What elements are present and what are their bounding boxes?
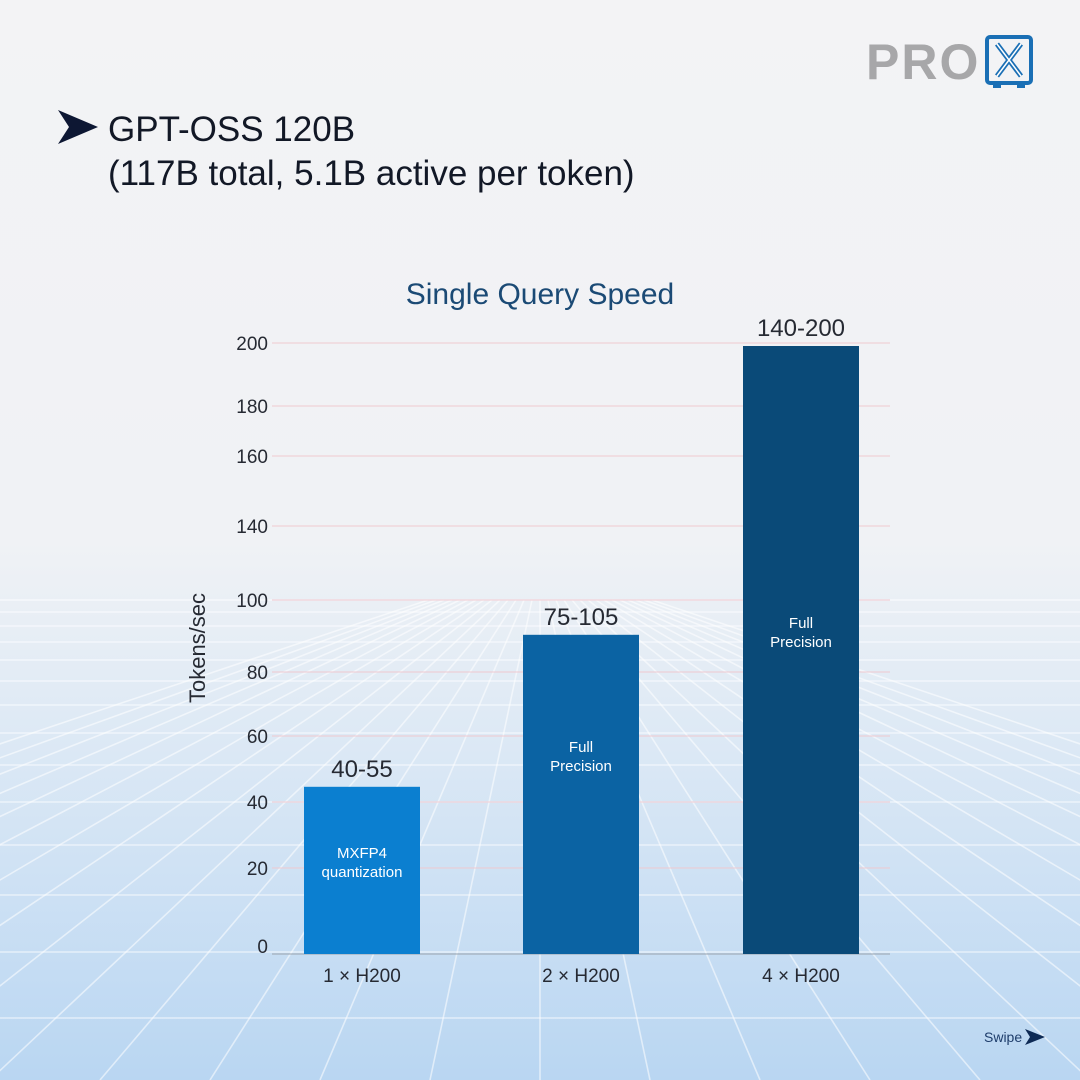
bar-annotation: Full [789, 615, 813, 632]
bg-grid-line [651, 599, 1080, 745]
bg-grid-line [0, 599, 437, 759]
bg-grid-line [0, 599, 501, 1072]
title-line-1: GPT-OSS 120B [108, 110, 356, 149]
bg-grid-line [0, 599, 469, 846]
bar-value-label: 40-55 [331, 756, 392, 783]
logo-x-mark-icon [985, 35, 1034, 88]
bg-grid-line [587, 599, 1080, 987]
brand-logo: PRO [866, 32, 1034, 92]
x-category-label: 2 × H200 [542, 966, 620, 987]
x-category-label: 4 × H200 [762, 966, 840, 987]
y-tick-label: 140 [236, 517, 268, 538]
y-axis-ticks: 0 20 40 60 80 100 140 160 180 200 [236, 334, 268, 958]
bar-value-label: 140-200 [757, 315, 845, 342]
bar [743, 346, 859, 954]
chevron-arrow-icon [58, 110, 98, 144]
bg-grid-line [429, 599, 533, 1080]
swipe-label: Swipe [984, 1029, 1023, 1045]
swipe-hint[interactable]: Swipe [984, 1029, 1046, 1045]
page-title: GPT-OSS 120B (117B total, 5.1B active pe… [108, 108, 808, 196]
bg-grid-line [603, 599, 1080, 881]
y-tick-label: 200 [236, 334, 268, 355]
y-tick-label: 80 [247, 663, 268, 684]
bars: 40-55 MXFP4 quantization 75-105 Full Precisio… [304, 315, 859, 954]
y-tick-label: 180 [236, 397, 268, 418]
y-tick-label: 60 [247, 727, 268, 748]
bg-grid-line [0, 599, 429, 745]
bar-annotation: quantization [322, 864, 403, 881]
x-axis-categories: 1 × H200 2 × H200 4 × H200 [323, 966, 840, 987]
x-category-label: 1 × H200 [323, 966, 401, 987]
bg-grid-line [0, 599, 453, 795]
bar-annotation: Full [569, 739, 593, 756]
bg-grid-line [0, 599, 445, 775]
bar-annotation: Precision [550, 758, 612, 775]
y-tick-label: 100 [236, 591, 268, 612]
logo-text: PRO [866, 34, 981, 90]
arrow-right-icon [1025, 1029, 1046, 1045]
bar [304, 786, 420, 954]
bar [523, 634, 639, 954]
title-line-2: (117B total, 5.1B active per token) [108, 154, 635, 193]
y-tick-label: 0 [257, 937, 268, 958]
y-axis-title: Tokens/sec [185, 593, 210, 703]
bar-annotation: Precision [770, 634, 832, 651]
bg-grid-line [0, 599, 477, 881]
y-tick-label: 160 [236, 447, 268, 468]
chart-title: Single Query Speed [406, 278, 675, 311]
bg-grid-line [595, 599, 1080, 927]
bg-grid-line [0, 599, 485, 927]
y-tick-label: 40 [247, 793, 268, 814]
y-tick-label: 20 [247, 859, 268, 880]
bar-annotation: MXFP4 [337, 845, 387, 862]
bg-grid-line [0, 599, 461, 818]
bar-value-label: 75-105 [544, 604, 619, 631]
bg-grid-line [0, 599, 493, 987]
bg-grid-line [319, 599, 525, 1080]
bg-grid-line [643, 599, 1080, 759]
